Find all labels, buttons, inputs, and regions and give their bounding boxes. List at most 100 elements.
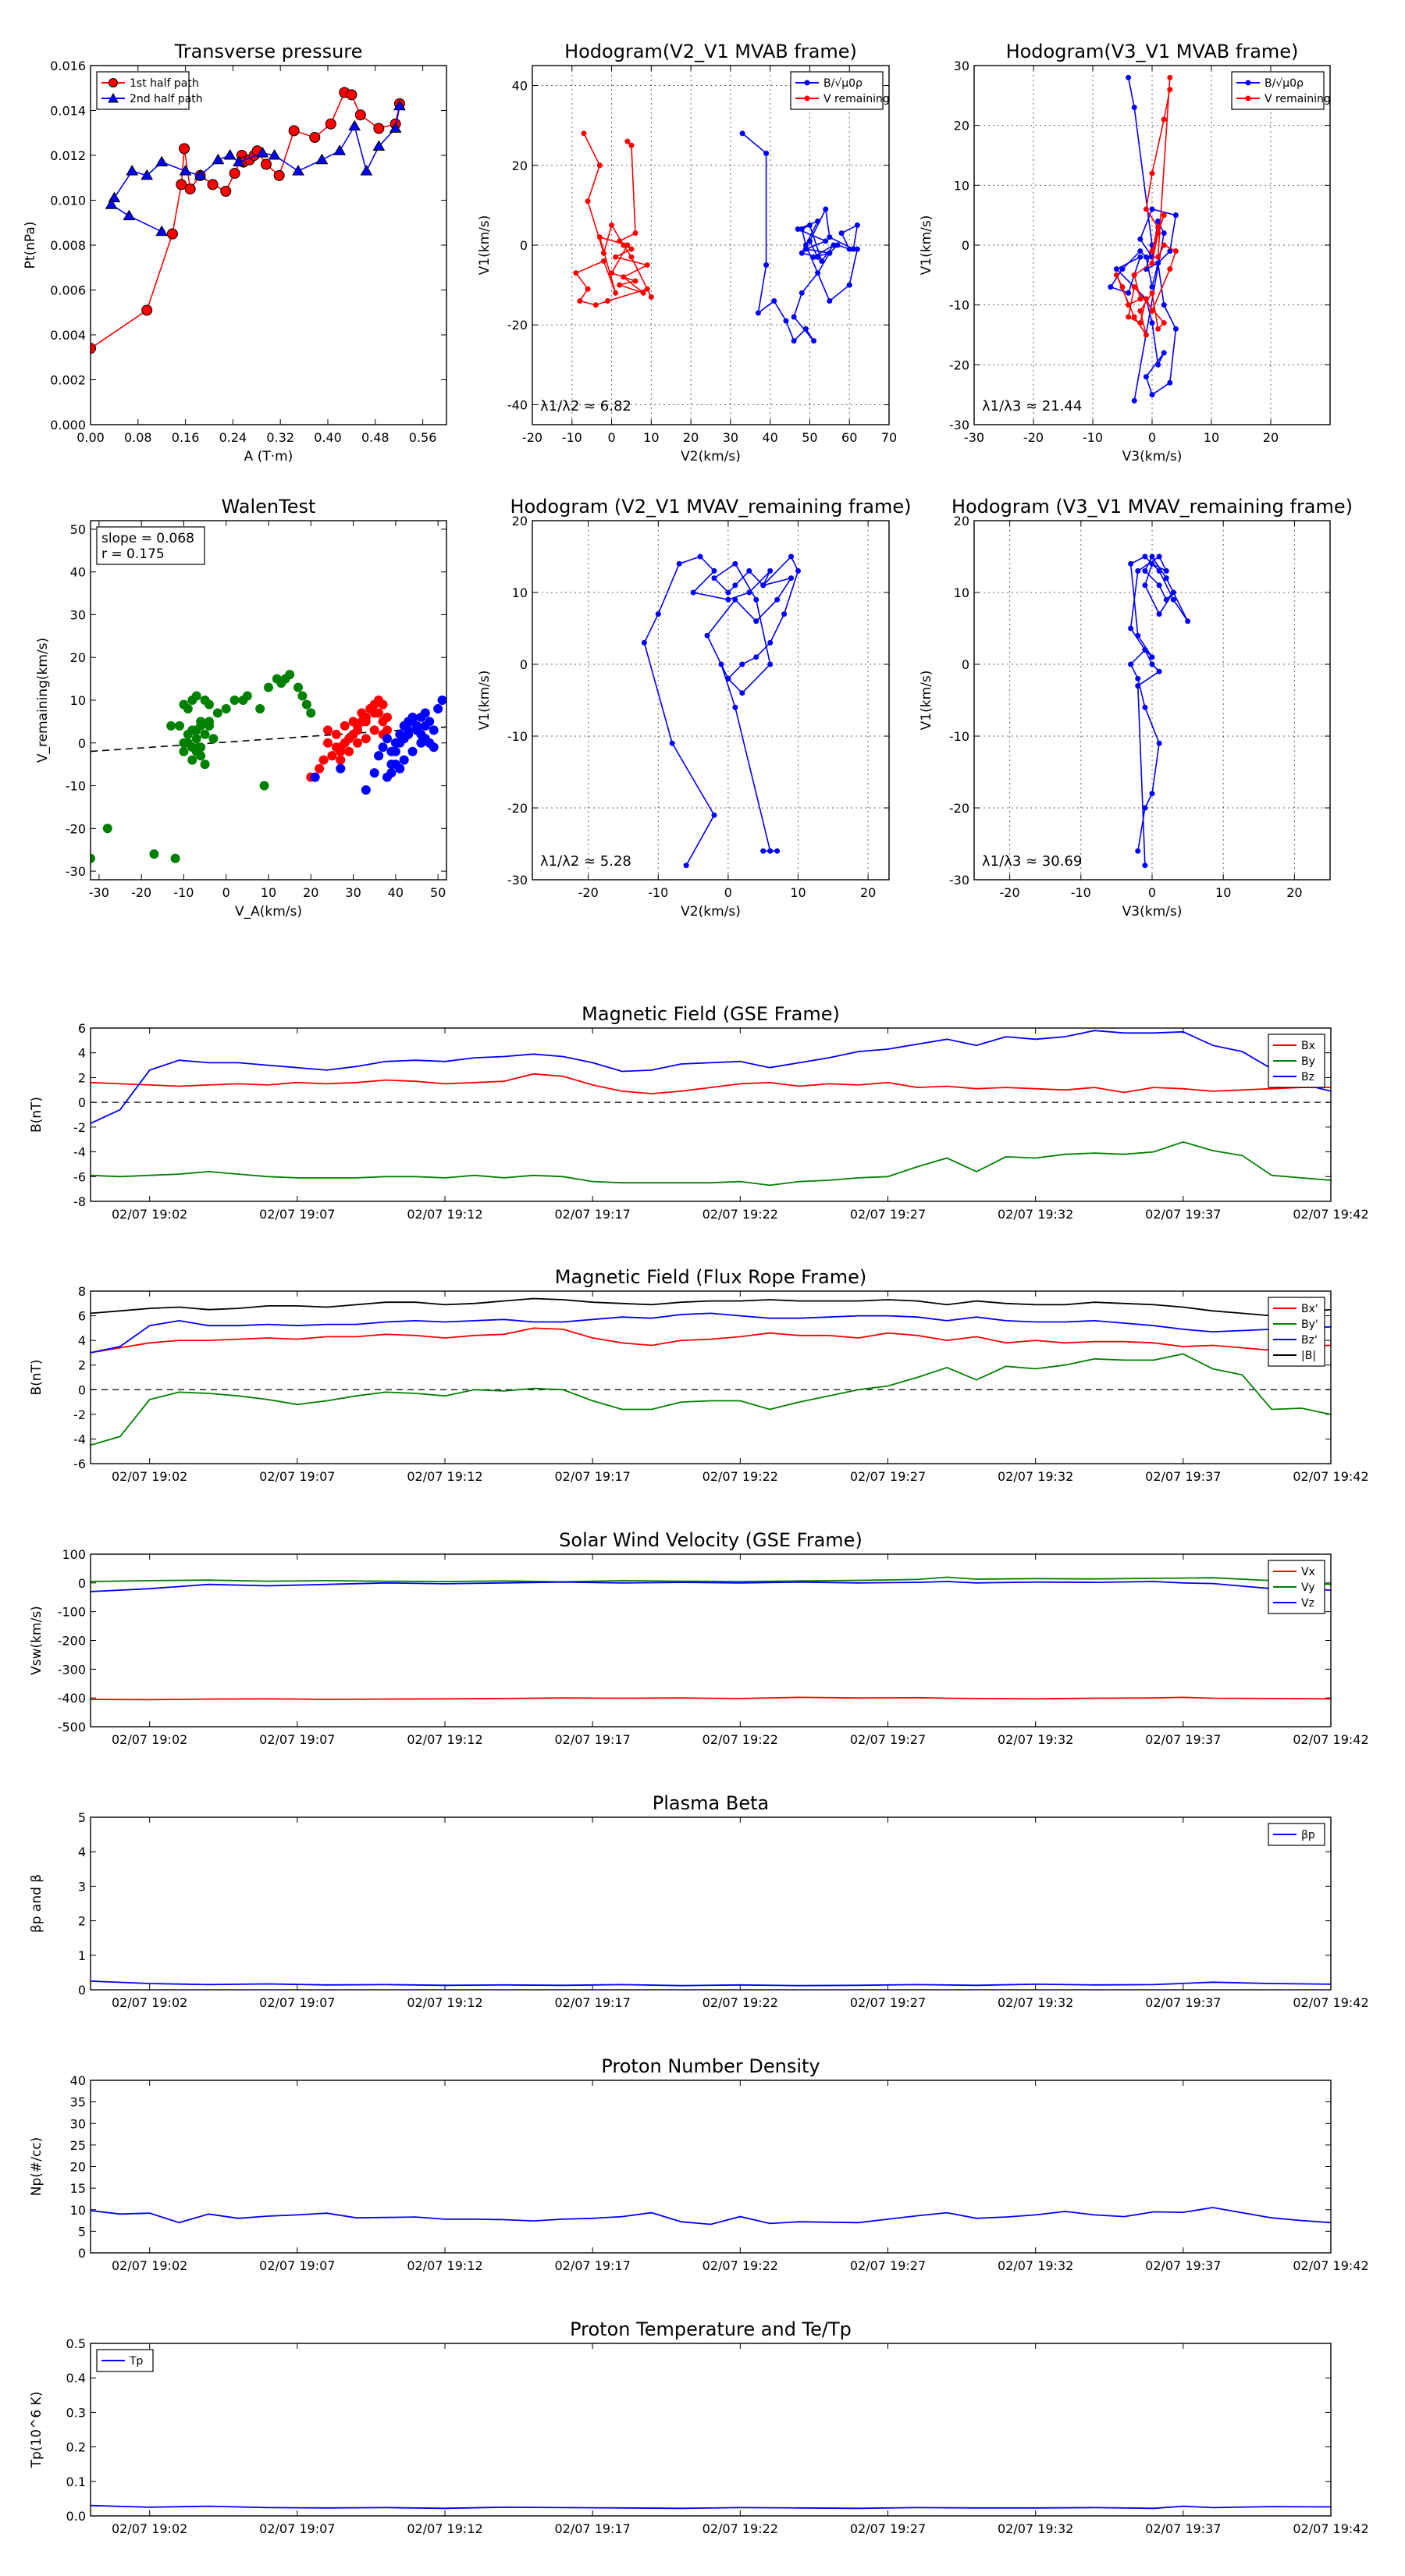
x-tick-label: 02/07 19:17 bbox=[555, 1207, 631, 1222]
y-tick-label: -100 bbox=[58, 1605, 86, 1620]
plot-area bbox=[1108, 74, 1179, 404]
data-point bbox=[1167, 248, 1173, 254]
data-point bbox=[1170, 596, 1176, 603]
x-tick-label: 30 bbox=[345, 885, 361, 900]
data-point bbox=[1113, 266, 1119, 272]
y-tick-label: 4 bbox=[78, 1845, 86, 1859]
data-point bbox=[697, 553, 703, 560]
data-point bbox=[1149, 791, 1155, 797]
data-point bbox=[644, 286, 650, 292]
y-tick-label: 0.014 bbox=[50, 104, 86, 119]
data-point bbox=[1135, 848, 1141, 854]
legend-label: 2nd half path bbox=[130, 93, 203, 105]
chart-title: Magnetic Field (Flux Rope Frame) bbox=[555, 1266, 866, 1288]
x-tick-label: 20 bbox=[860, 885, 876, 900]
data-point bbox=[310, 772, 320, 782]
data-point bbox=[336, 742, 346, 753]
x-tick-label: -20 bbox=[1023, 430, 1044, 445]
plot-area bbox=[91, 1576, 1331, 1701]
data-point bbox=[640, 290, 646, 296]
data-point bbox=[1108, 284, 1114, 290]
y-tick-label: 0 bbox=[962, 657, 969, 672]
y-tick-label: -2 bbox=[73, 1120, 86, 1135]
x-tick-label: 02/07 19:17 bbox=[555, 2521, 631, 2536]
data-point bbox=[327, 751, 337, 761]
data-point bbox=[774, 848, 781, 854]
data-point bbox=[1131, 314, 1137, 320]
data-point bbox=[827, 234, 833, 240]
x-tick-label: 02/07 19:32 bbox=[998, 1995, 1073, 2010]
series-line-by bbox=[91, 1140, 1331, 1187]
data-point bbox=[220, 186, 232, 197]
y-tick-label: 0.012 bbox=[50, 148, 86, 163]
data-point bbox=[179, 165, 192, 176]
data-point bbox=[753, 596, 759, 603]
data-point bbox=[323, 738, 333, 748]
y-tick-label: -30 bbox=[949, 418, 969, 432]
legend-label: Vz bbox=[1301, 1597, 1314, 1610]
x-tick-label: 02/07 19:42 bbox=[1293, 1207, 1368, 1222]
data-point bbox=[292, 165, 304, 176]
plot-area bbox=[1128, 553, 1191, 869]
data-point bbox=[846, 282, 852, 288]
x-tick-label: 50 bbox=[802, 430, 817, 445]
y-tick-label: 100 bbox=[62, 1547, 86, 1562]
data-point bbox=[781, 611, 788, 617]
data-point bbox=[386, 746, 397, 756]
data-point bbox=[802, 242, 809, 248]
x-tick-label: 02/07 19:12 bbox=[407, 2258, 482, 2273]
data-point bbox=[1149, 320, 1155, 326]
series-line-v-remaining bbox=[574, 133, 653, 306]
data-point bbox=[854, 222, 860, 228]
y-tick-label: -4 bbox=[73, 1145, 86, 1160]
data-point bbox=[1161, 212, 1167, 219]
data-point bbox=[229, 168, 240, 179]
data-point bbox=[323, 725, 333, 735]
x-tick-label: 0.24 bbox=[219, 430, 247, 445]
data-point bbox=[390, 738, 400, 748]
y-tick-label: -30 bbox=[66, 864, 86, 879]
data-point bbox=[1137, 254, 1144, 260]
data-point bbox=[1128, 625, 1134, 632]
x-tick-label: 0 bbox=[607, 430, 615, 445]
x-tick-label: 02/07 19:12 bbox=[407, 2521, 482, 2536]
data-point bbox=[767, 661, 774, 667]
legend-label: 1st half path bbox=[130, 77, 199, 90]
data-point bbox=[1155, 326, 1161, 332]
data-point bbox=[624, 138, 631, 144]
y-axis-label: B(nT) bbox=[29, 1359, 44, 1395]
data-point bbox=[815, 270, 821, 276]
y-tick-label: -40 bbox=[507, 397, 528, 412]
x-tick-label: 02/07 19:32 bbox=[998, 2521, 1073, 2536]
data-point bbox=[105, 198, 118, 209]
y-tick-label: 10 bbox=[70, 693, 86, 708]
data-point bbox=[360, 165, 373, 176]
data-point bbox=[288, 125, 300, 137]
data-point bbox=[207, 179, 219, 190]
data-point bbox=[604, 298, 610, 304]
chart-title: Proton Number Density bbox=[601, 2055, 820, 2077]
data-point bbox=[166, 720, 176, 731]
data-point bbox=[732, 704, 738, 710]
y-tick-label: -20 bbox=[66, 821, 86, 836]
legend-box bbox=[96, 71, 190, 110]
stats-line: r = 0.175 bbox=[101, 546, 165, 562]
x-tick-label: 02/07 19:07 bbox=[259, 1207, 335, 1222]
x-tick-label: 02/07 19:32 bbox=[998, 1207, 1073, 1222]
legend-label: B/√μ0ρ bbox=[1264, 77, 1304, 90]
legend: B/√μ0ρ V remaining bbox=[790, 71, 890, 110]
data-point bbox=[285, 670, 295, 680]
data-point bbox=[1142, 863, 1148, 869]
x-tick-label: 02/07 19:37 bbox=[1145, 1207, 1221, 1222]
data-point bbox=[348, 717, 358, 727]
series-line-by- bbox=[91, 1353, 1331, 1446]
data-point bbox=[1131, 272, 1137, 278]
data-point bbox=[91, 853, 95, 863]
data-point bbox=[609, 222, 615, 228]
x-tick-label: 20 bbox=[683, 430, 699, 445]
x-tick-label: 0 bbox=[1148, 430, 1156, 445]
x-tick-label: 40 bbox=[762, 430, 777, 445]
data-point bbox=[1161, 230, 1167, 237]
legend-label: |B| bbox=[1301, 1350, 1316, 1362]
axes-frame bbox=[90, 520, 447, 881]
